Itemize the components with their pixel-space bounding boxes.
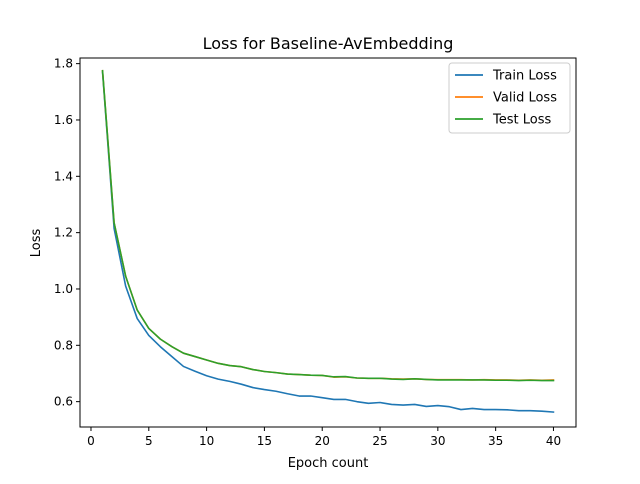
y-tick-label: 0.8 [54, 338, 73, 352]
y-tick-label: 1.0 [54, 282, 73, 296]
y-tick-label: 0.6 [54, 395, 73, 409]
legend-box [448, 62, 571, 134]
legend-label-valid-loss: Valid Loss [493, 91, 557, 106]
x-tick-label: 10 [199, 434, 214, 448]
y-tick-label: 1.6 [54, 113, 73, 127]
x-tick-label: 0 [87, 434, 95, 448]
y-tick-label: 1.2 [54, 226, 73, 240]
y-tick-label: 1.4 [54, 169, 73, 183]
x-tick-label: 5 [145, 434, 153, 448]
legend-entries: Train Loss Valid Loss Test Loss [455, 69, 557, 128]
x-tick-label: 15 [257, 434, 272, 448]
x-tick-label: 25 [372, 434, 387, 448]
x-axis-ticks: 0 5 10 15 20 25 30 35 40 [87, 427, 561, 448]
legend-label-test-loss: Test Loss [492, 113, 551, 128]
series-line-test-loss [101, 69, 555, 382]
x-axis-label: Epoch count [288, 456, 369, 471]
legend-label-train-loss: Train Loss [492, 69, 557, 84]
legend: Train Loss Valid Loss Test Loss [448, 62, 571, 134]
y-tick-label: 1.8 [54, 57, 73, 71]
plot-frame [79, 57, 577, 428]
y-axis-ticks: 0.6 0.8 1.0 1.2 1.4 1.6 1.8 [54, 57, 80, 409]
x-tick-label: 30 [430, 434, 445, 448]
chart-title: Loss for Baseline-AvEmbedding [203, 34, 454, 53]
x-tick-label: 40 [546, 434, 561, 448]
series-layer [101, 69, 555, 413]
series-line-train-loss [101, 71, 555, 413]
x-tick-label: 35 [488, 434, 503, 448]
x-tick-label: 20 [315, 434, 330, 448]
y-axis-label: Loss [29, 229, 44, 258]
